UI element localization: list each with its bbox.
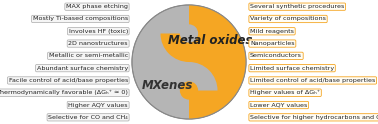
Wedge shape — [161, 62, 217, 91]
Text: Higher AQY values: Higher AQY values — [68, 103, 128, 108]
Text: 2D nanostructures: 2D nanostructures — [68, 41, 128, 46]
Wedge shape — [189, 5, 246, 119]
Text: Abundant surface chemistry: Abundant surface chemistry — [37, 66, 128, 71]
Circle shape — [132, 5, 246, 119]
Text: Mild reagents: Mild reagents — [250, 29, 294, 34]
Text: MXenes: MXenes — [142, 79, 193, 93]
Text: Variety of compositions: Variety of compositions — [250, 16, 326, 21]
Text: Involves HF (toxic): Involves HF (toxic) — [68, 29, 128, 34]
Text: Mostly Ti-based compositions: Mostly Ti-based compositions — [33, 16, 128, 21]
Text: Metal oxides: Metal oxides — [169, 34, 253, 47]
Circle shape — [180, 24, 198, 43]
Text: Thermodynamically favorable (ΔGₕ⁺ ≈ 0): Thermodynamically favorable (ΔGₕ⁺ ≈ 0) — [0, 90, 128, 95]
Text: Selective for CO and CH₄: Selective for CO and CH₄ — [48, 115, 128, 120]
Text: Lower AQY values: Lower AQY values — [250, 103, 307, 108]
Text: Semiconductors: Semiconductors — [250, 53, 302, 58]
Text: Metallic or semi-metallic: Metallic or semi-metallic — [49, 53, 128, 58]
Text: Limited surface chemistry: Limited surface chemistry — [250, 66, 334, 71]
Text: Nanoparticles: Nanoparticles — [250, 41, 295, 46]
Text: MAX phase etching: MAX phase etching — [66, 4, 128, 9]
Text: Facile control of acid/base properties: Facile control of acid/base properties — [9, 78, 128, 83]
Text: Limited control of acid/base properties: Limited control of acid/base properties — [250, 78, 375, 83]
Circle shape — [180, 81, 198, 100]
Text: Higher values of ΔGₕ⁺: Higher values of ΔGₕ⁺ — [250, 90, 320, 95]
Text: Several synthetic procedures: Several synthetic procedures — [250, 4, 344, 9]
Wedge shape — [161, 33, 217, 62]
Text: Selective for higher hydrocarbons and CH₃OH: Selective for higher hydrocarbons and CH… — [250, 115, 378, 120]
